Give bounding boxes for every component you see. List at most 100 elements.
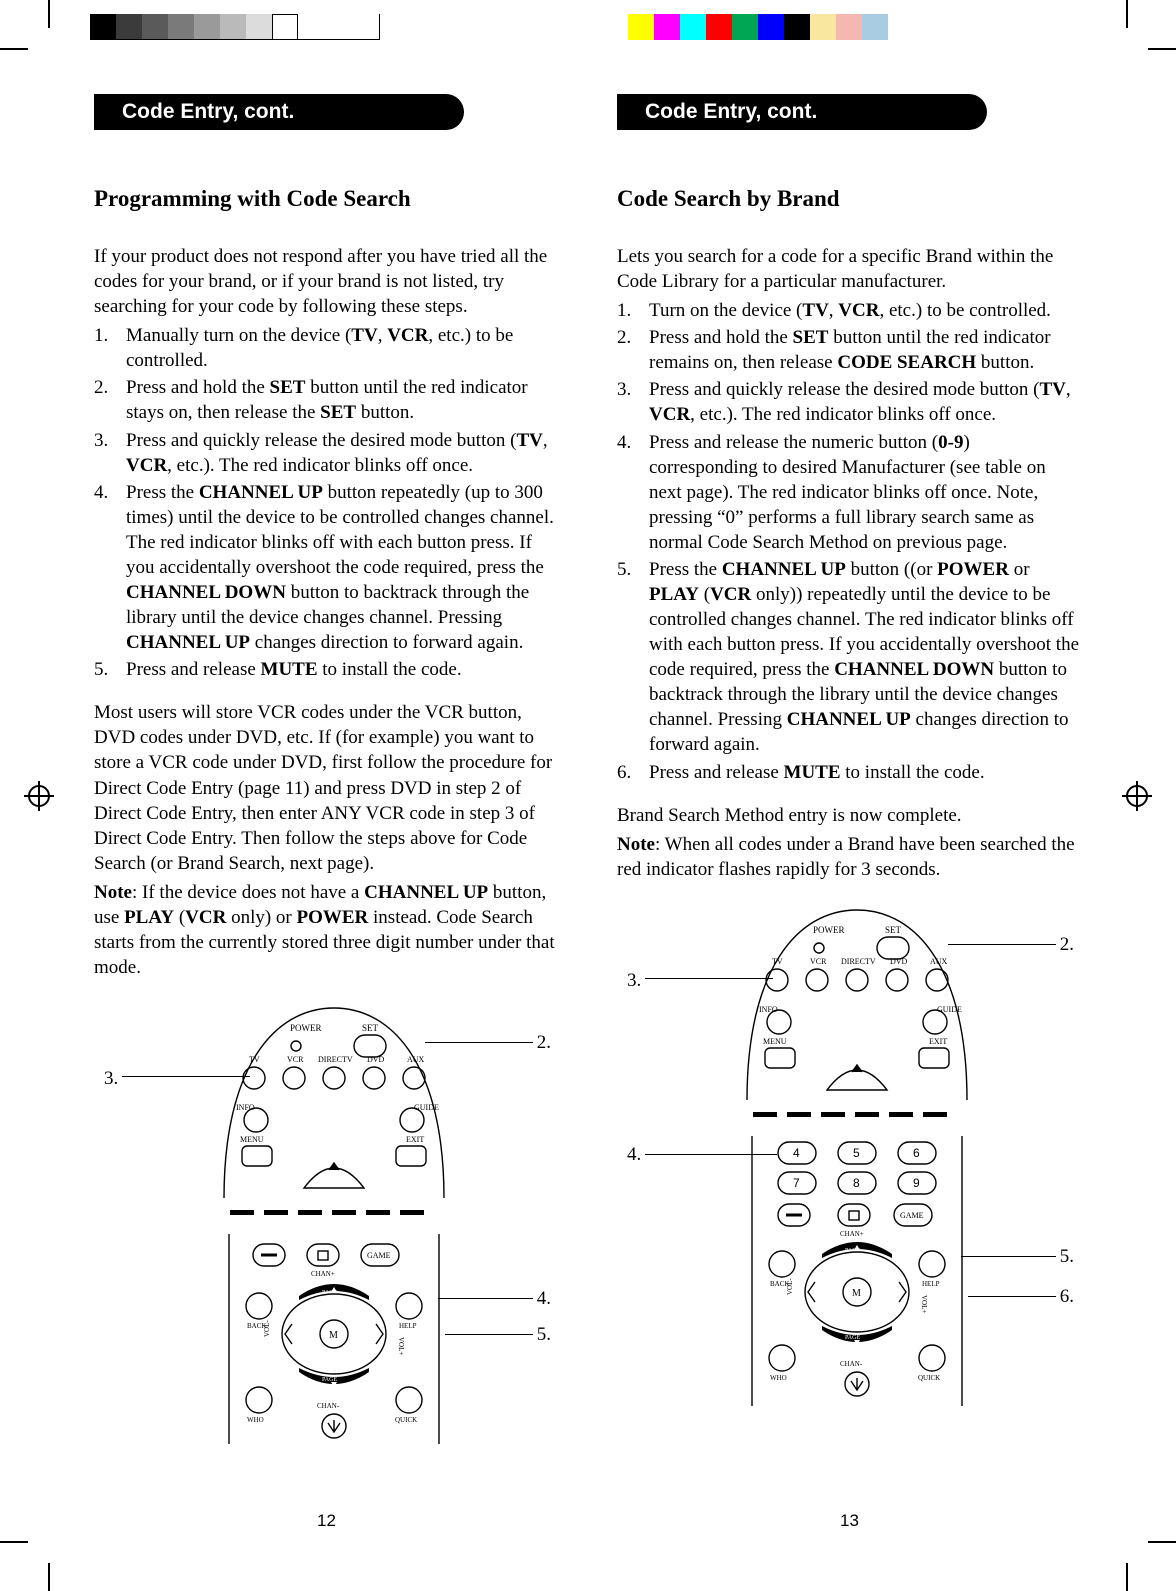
callout-4: 4. (537, 1288, 551, 1310)
section-header: Code Entry, cont. (617, 94, 987, 130)
callout-3: 3. (104, 1068, 118, 1090)
svg-text:VCR: VCR (810, 957, 827, 966)
crop-mark (48, 0, 50, 28)
steps-list: Manually turn on the device (TV, VCR, et… (94, 323, 559, 682)
subheading: Code Search by Brand (617, 186, 1082, 212)
svg-text:5: 5 (853, 1146, 860, 1160)
right-page: Code Entry, cont. Code Search by Brand L… (617, 94, 1082, 1531)
svg-text:QUICK: QUICK (918, 1374, 940, 1382)
callout-5: 5. (1060, 1246, 1074, 1268)
svg-text:GUIDE: GUIDE (414, 1103, 439, 1112)
colorbar-outline (90, 14, 380, 40)
svg-text:WHO: WHO (770, 1374, 787, 1382)
svg-text:DVD: DVD (367, 1055, 385, 1064)
step-item: Press and release MUTE to install the co… (617, 760, 1082, 785)
svg-text:M: M (852, 1288, 861, 1299)
diagram-separator (230, 1210, 424, 1215)
svg-text:TV: TV (249, 1055, 260, 1064)
svg-text:8: 8 (853, 1176, 860, 1190)
callout-6: 6. (1060, 1286, 1074, 1308)
svg-text:HELP: HELP (399, 1322, 417, 1330)
section-header: Code Entry, cont. (94, 94, 464, 130)
note-paragraph: Note: If the device does not have a CHAN… (94, 880, 559, 980)
step-item: Press the CHANNEL UP button repeatedly (… (94, 480, 559, 656)
svg-text:GUIDE: GUIDE (937, 1005, 962, 1014)
step-item: Press and hold the SET button until the … (94, 375, 559, 425)
svg-text:INFO: INFO (236, 1103, 255, 1112)
svg-text:POWER: POWER (290, 1023, 322, 1033)
step-item: Manually turn on the device (TV, VCR, et… (94, 323, 559, 373)
svg-text:AUX: AUX (930, 957, 948, 966)
svg-text:GAME: GAME (367, 1251, 391, 1260)
svg-text:CHAN+: CHAN+ (311, 1270, 335, 1278)
svg-text:CHAN-: CHAN- (317, 1402, 340, 1410)
svg-text:M: M (329, 1330, 338, 1341)
callout-2: 2. (1060, 934, 1074, 956)
intro-paragraph: If your product does not respond after y… (94, 244, 559, 319)
subheading: Programming with Code Search (94, 186, 559, 212)
step-item: Turn on the device (TV, VCR, etc.) to be… (617, 298, 1082, 323)
page-number: 13 (617, 1511, 1082, 1531)
svg-text:TV: TV (772, 957, 783, 966)
remote-diagram: POWER SET TV VCR DIRECTV DVD AUX INFO GU… (617, 900, 1082, 1410)
svg-text:DVD: DVD (890, 957, 908, 966)
step-item: Press and release MUTE to install the co… (94, 657, 559, 682)
svg-text:VOL-: VOL- (263, 1320, 271, 1337)
svg-text:9: 9 (913, 1176, 920, 1190)
svg-text:DIRECTV: DIRECTV (841, 957, 876, 966)
intro-paragraph: Lets you search for a code for a specifi… (617, 244, 1082, 294)
body-text: If your product does not respond after y… (94, 244, 559, 984)
callout-5: 5. (537, 1324, 551, 1346)
svg-text:4: 4 (793, 1146, 800, 1160)
step-item: Press and quickly release the desired mo… (94, 428, 559, 478)
crop-mark (1126, 0, 1128, 28)
crop-mark (48, 1563, 50, 1591)
step-item: Press and hold the SET button until the … (617, 325, 1082, 375)
registration-mark-icon (28, 785, 50, 807)
svg-text:VOL+: VOL+ (397, 1337, 405, 1355)
callout-4: 4. (627, 1144, 641, 1166)
body-text: Lets you search for a code for a specifi… (617, 244, 1082, 886)
svg-text:EXIT: EXIT (929, 1037, 947, 1046)
step-item: Press the CHANNEL UP button ((or POWER o… (617, 557, 1082, 758)
left-page: Code Entry, cont. Programming with Code … (94, 94, 559, 1531)
crop-mark (0, 1541, 28, 1543)
cmyk-colorbar (628, 14, 888, 40)
svg-text:CHAN-: CHAN- (840, 1360, 863, 1368)
svg-text:VOL-: VOL- (786, 1277, 794, 1294)
svg-text:6: 6 (913, 1146, 920, 1160)
svg-text:GAME: GAME (900, 1211, 924, 1220)
svg-text:VCR: VCR (287, 1055, 304, 1064)
step-item: Press and release the numeric button (0-… (617, 430, 1082, 555)
svg-text:AUX: AUX (407, 1055, 425, 1064)
crop-mark (0, 48, 28, 50)
crop-mark (1148, 48, 1176, 50)
svg-text:VOL+: VOL+ (920, 1295, 928, 1313)
callout-2: 2. (537, 1032, 551, 1054)
svg-text:SET: SET (362, 1023, 379, 1033)
paragraph: Brand Search Method entry is now complet… (617, 803, 1082, 828)
svg-text:CHAN+: CHAN+ (840, 1230, 864, 1238)
diagram-separator (753, 1112, 947, 1117)
svg-text:7: 7 (793, 1176, 800, 1190)
page-number: 12 (94, 1511, 559, 1531)
svg-text:MENU: MENU (763, 1037, 787, 1046)
svg-text:POWER: POWER (813, 925, 845, 935)
svg-text:MENU: MENU (240, 1135, 264, 1144)
svg-text:HELP: HELP (922, 1280, 940, 1288)
crop-mark (1148, 1541, 1176, 1543)
note-paragraph: Note: When all codes under a Brand have … (617, 832, 1082, 882)
crop-mark (1126, 1563, 1128, 1591)
steps-list: Turn on the device (TV, VCR, etc.) to be… (617, 298, 1082, 784)
callout-3: 3. (627, 970, 641, 992)
paragraph: Most users will store VCR codes under th… (94, 700, 559, 876)
step-item: Press and quickly release the desired mo… (617, 377, 1082, 427)
svg-text:SET: SET (885, 925, 902, 935)
svg-text:DIRECTV: DIRECTV (318, 1055, 353, 1064)
svg-text:EXIT: EXIT (406, 1135, 424, 1144)
remote-diagram: POWER SET TV VCR DIRECTV DVD AUX INFO GU… (94, 998, 559, 1458)
svg-text:WHO: WHO (247, 1416, 264, 1424)
svg-text:QUICK: QUICK (395, 1416, 417, 1424)
registration-mark-icon (1126, 785, 1148, 807)
svg-text:INFO: INFO (759, 1005, 778, 1014)
